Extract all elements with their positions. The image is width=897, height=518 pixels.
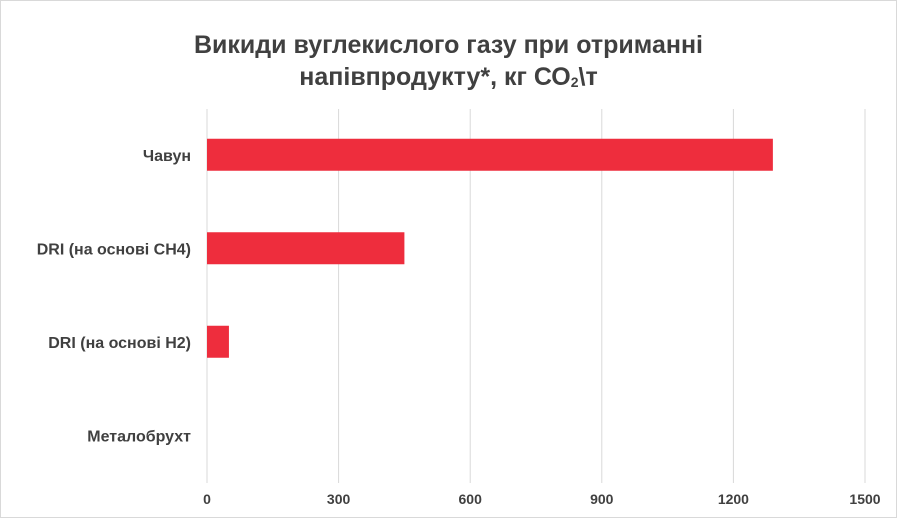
chart-title-line-2-unit: \т (578, 63, 598, 91)
x-tick-label: 0 (203, 491, 211, 507)
category-label: Металобрухт (87, 428, 191, 445)
chart-title-line-1: Викиди вуглекислого газу при отриманні (194, 31, 703, 59)
category-label: DRI (на основі H2) (48, 335, 191, 352)
chart-title-line-2: напівпродукту*, кг СО2\т (1, 61, 896, 96)
x-tick-label: 1200 (718, 491, 749, 507)
x-tick-label: 300 (327, 491, 351, 507)
bar (207, 232, 405, 265)
chart-title-subscript: 2 (570, 74, 579, 90)
category-label: DRI (на основі CH4) (37, 241, 191, 258)
x-tick-label: 600 (459, 491, 483, 507)
bar (207, 138, 773, 171)
chart-title-line-2-main: напівпродукту*, кг СО (299, 63, 571, 91)
category-label: Чавун (143, 148, 191, 165)
x-tick-label: 900 (590, 491, 614, 507)
chart-title: Викиди вуглекислого газу при отриманні н… (1, 29, 896, 96)
x-tick-label: 1500 (849, 491, 880, 507)
bar (207, 325, 229, 358)
